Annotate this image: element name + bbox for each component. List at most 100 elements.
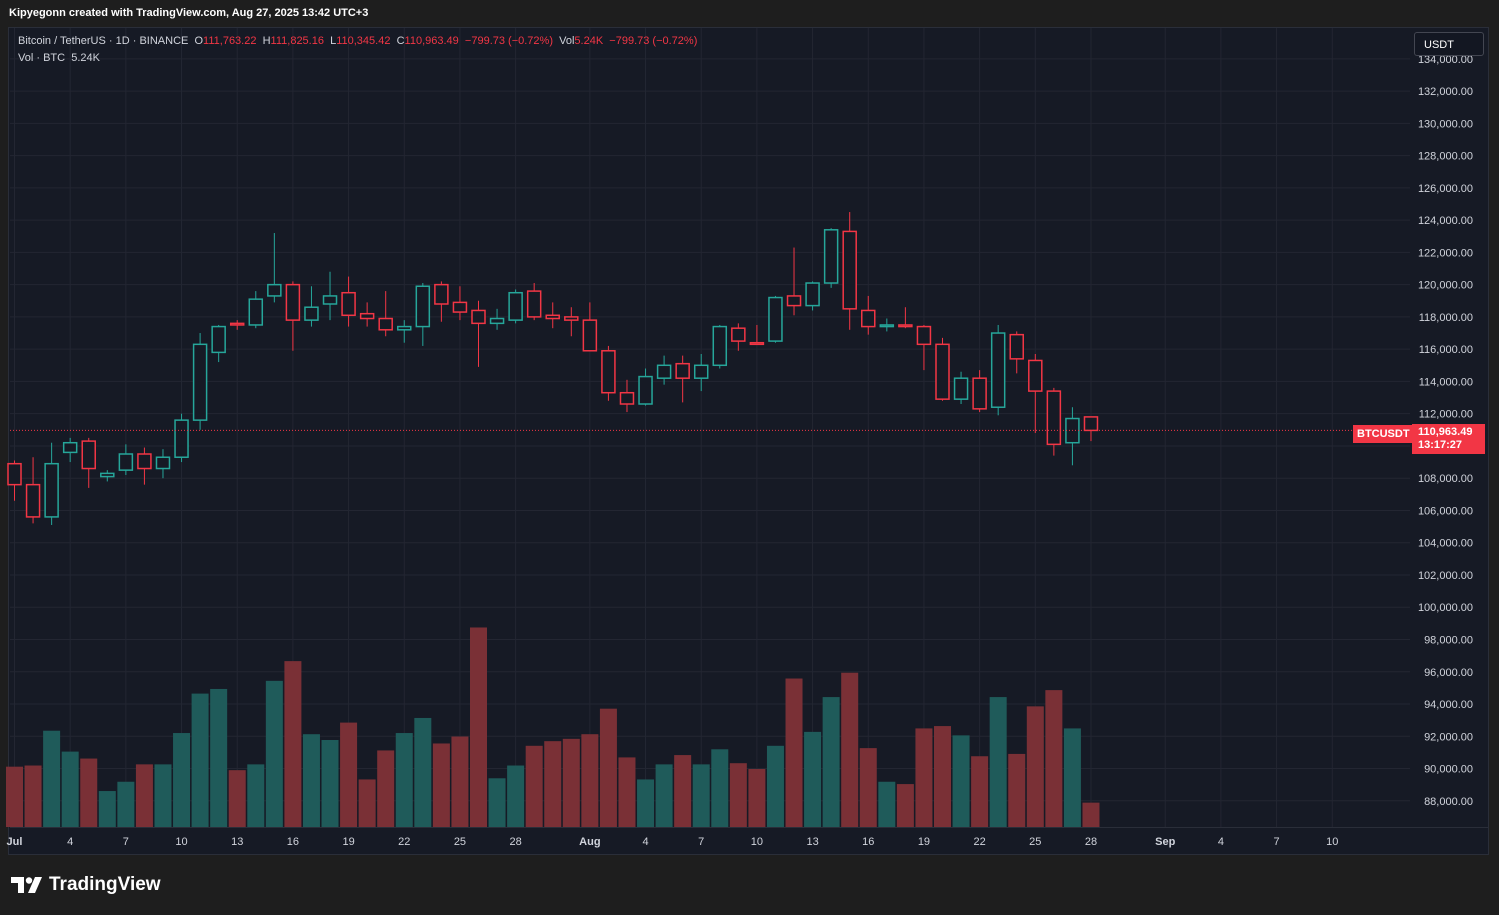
- candle-body: [619, 391, 635, 405]
- vol-label: Vol: [559, 35, 575, 47]
- x-tick-label: 13: [806, 836, 818, 848]
- candle-body: [415, 285, 431, 328]
- volume-bar: [525, 745, 543, 827]
- volume-bar: [562, 738, 580, 827]
- y-tick-label: 98,000.00: [1424, 635, 1473, 647]
- volume-bar: [321, 740, 339, 827]
- y-tick-label: 116,000.00: [1419, 344, 1473, 356]
- volume-bar: [748, 769, 766, 827]
- volume-bar: [228, 770, 246, 827]
- volume-bar: [989, 697, 1007, 827]
- x-tick-label: Sep: [1155, 836, 1175, 848]
- open-label: O: [194, 35, 204, 47]
- candle-body: [916, 325, 932, 346]
- y-tick-label: 104,000.00: [1418, 538, 1473, 550]
- candle-body: [656, 364, 672, 379]
- candle-body: [582, 319, 598, 352]
- volume-bar: [841, 672, 859, 827]
- volume-legend: Vol · BTC 5.24K: [18, 52, 100, 64]
- chart-frame[interactable]: [8, 27, 1489, 855]
- candle-body: [489, 317, 505, 325]
- candle-body: [749, 341, 765, 346]
- volume-bar: [692, 764, 710, 827]
- volume-bar: [247, 764, 265, 827]
- candle-body: [731, 327, 746, 342]
- candle-body: [564, 316, 579, 321]
- symbol-title[interactable]: Bitcoin / TetherUS · 1D · BINANCE: [18, 35, 189, 47]
- volume-bar: [507, 765, 525, 827]
- x-tick-label: 10: [751, 836, 763, 848]
- x-tick-label: 7: [123, 836, 129, 848]
- candle-body: [1009, 333, 1024, 360]
- volume-series-label[interactable]: Vol · BTC: [18, 52, 66, 64]
- x-tick-label: 19: [918, 836, 930, 848]
- candle-body: [137, 453, 152, 470]
- candle-body: [192, 343, 208, 421]
- volume-bar: [674, 755, 692, 827]
- volume-bar: [61, 751, 79, 827]
- price-axis: 88,000.00 90,000.00 92,000.00 94,000.00 96,0…: [1418, 54, 1473, 808]
- x-tick-label: 4: [642, 836, 648, 848]
- time-axis: Jul 4 7 10 13 16 19 22 25 28 Aug 4 7 10 13 16 19 22 25 28 Se…: [7, 827, 1488, 848]
- volume-bar: [804, 731, 822, 827]
- volume-bar: [80, 758, 98, 827]
- volume-bar: [377, 750, 395, 827]
- y-tick-label: 108,000.00: [1418, 473, 1473, 485]
- volume-bar: [1063, 728, 1081, 827]
- volume-bar: [1008, 753, 1026, 827]
- tradingview-logo-icon: [11, 877, 42, 893]
- y-tick-label: 122,000.00: [1418, 247, 1473, 259]
- currency-button[interactable]: USDT: [1414, 32, 1484, 56]
- x-tick-label: 10: [175, 836, 187, 848]
- x-tick-label: 28: [509, 836, 521, 848]
- candle-body: [638, 375, 653, 405]
- candle-body: [267, 283, 282, 297]
- candle-body: [452, 301, 468, 313]
- volume-bar: [488, 778, 506, 827]
- y-tick-label: 100,000.00: [1418, 602, 1473, 614]
- volume-bar: [971, 756, 989, 827]
- candle-body: [118, 453, 134, 471]
- candle-body: [842, 230, 857, 310]
- change-value: −799.73 (−0.72%): [464, 35, 553, 47]
- candle-body: [434, 283, 449, 305]
- y-tick-label: 96,000.00: [1424, 667, 1473, 679]
- volume-bar: [43, 730, 61, 827]
- candle-body: [81, 440, 96, 470]
- tradingview-logo[interactable]: TradingView: [11, 874, 161, 896]
- candle-body: [322, 295, 338, 305]
- low-label: L: [330, 35, 337, 47]
- x-tick-label: Aug: [579, 836, 600, 848]
- high-value: 111,825.16: [270, 35, 324, 47]
- volume-bar: [822, 697, 840, 827]
- chart-caption: Kipyegonn created with TradingView.com, …: [9, 7, 369, 19]
- candle-body: [397, 325, 412, 331]
- vol-value: 5.24K: [574, 35, 604, 47]
- volume-bar: [1045, 690, 1063, 827]
- candle-body: [174, 419, 189, 458]
- x-tick-label: 25: [1029, 836, 1041, 848]
- volume-bar: [117, 781, 135, 827]
- y-tick-label: 92,000.00: [1424, 731, 1473, 743]
- volume-bar: [1026, 706, 1044, 827]
- volume-bar: [173, 733, 191, 827]
- volume-bar: [210, 688, 228, 827]
- candle-body: [25, 483, 41, 518]
- candle-body: [786, 295, 802, 307]
- volume-bar: [432, 743, 450, 827]
- last-price-value: 110,963.49: [1418, 426, 1473, 438]
- candle-body: [712, 325, 728, 367]
- candle-body: [675, 362, 690, 379]
- x-tick-label: 22: [398, 836, 410, 848]
- volume-bar: [358, 779, 376, 827]
- candle-body: [304, 306, 319, 321]
- candle-body: [471, 309, 486, 325]
- candle-body: [508, 291, 523, 321]
- candle-body: [1028, 359, 1043, 392]
- x-tick-label: 16: [287, 836, 299, 848]
- y-tick-label: 114,000.00: [1419, 376, 1473, 388]
- x-tick-label: 19: [342, 836, 354, 848]
- vol-change-value: −799.73 (−0.72%): [609, 35, 698, 47]
- candle-body: [935, 343, 950, 400]
